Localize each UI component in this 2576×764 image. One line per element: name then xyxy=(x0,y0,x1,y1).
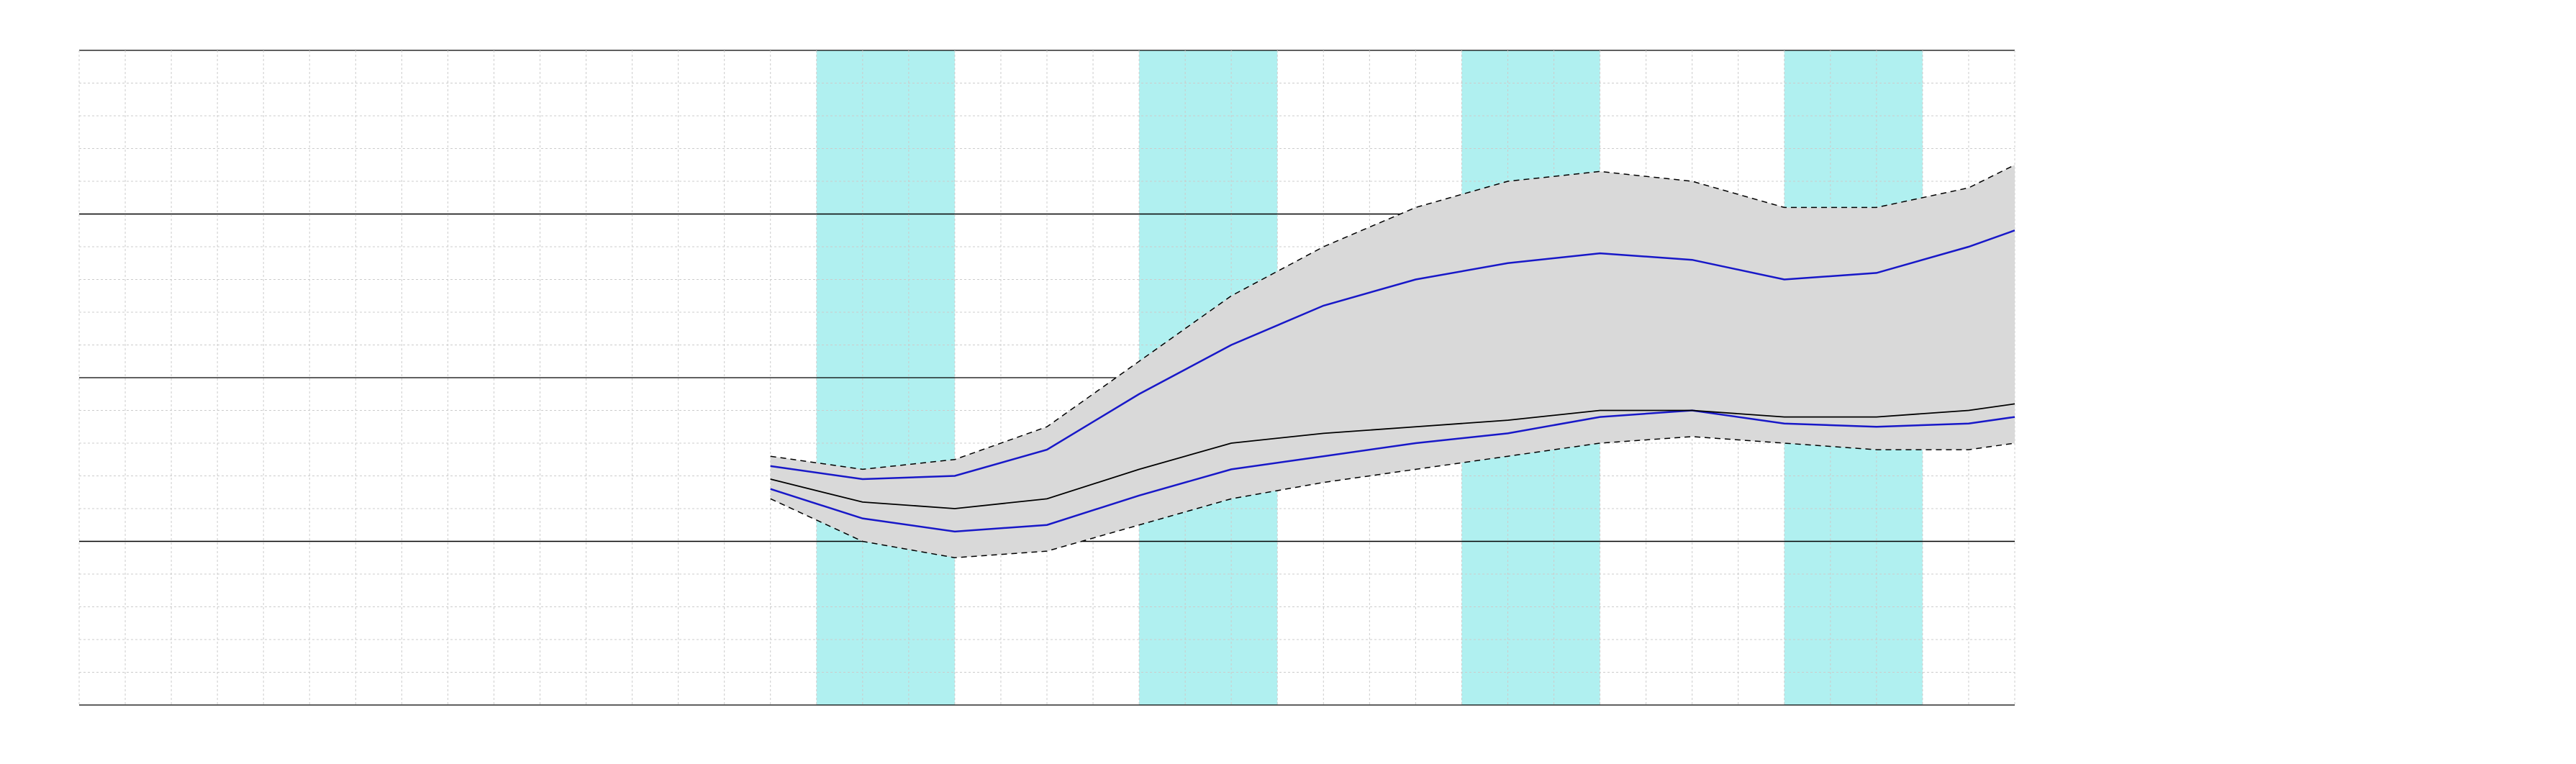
forecast-chart xyxy=(0,0,2576,764)
